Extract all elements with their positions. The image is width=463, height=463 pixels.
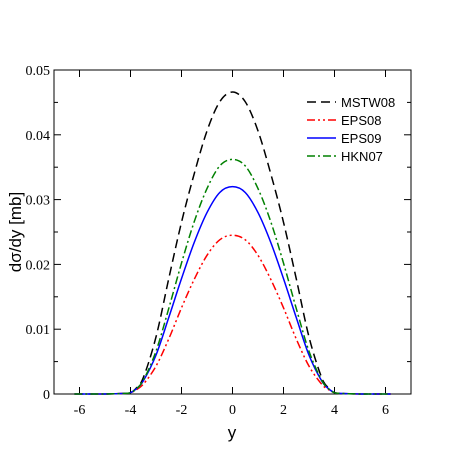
x-tick-label: -6 [74,403,86,418]
x-tick-label: 6 [382,403,389,418]
y-tick-label: 0.02 [26,258,51,273]
series-line-eps08 [74,234,391,395]
y-tick-label: 0 [43,388,50,403]
x-axis-label: y [228,423,237,442]
legend-label-mstw08: MSTW08 [341,95,395,110]
y-axis-label: dσ/dy [mb] [6,192,25,272]
x-tick-label: 0 [229,403,236,418]
x-tick-label: -2 [176,403,188,418]
legend-label-hkn07: HKN07 [341,149,383,164]
y-tick-label: 0.04 [26,129,51,144]
legend-label-eps08: EPS08 [341,113,381,128]
x-axis-ticks: -6 -4 -2 0 2 4 6 [74,70,389,418]
x-tick-label: 2 [280,403,287,418]
series-line-hkn07 [74,158,391,395]
y-tick-label: 0.05 [26,64,51,79]
legend-label-eps09: EPS09 [341,131,381,146]
series-line-eps09 [74,185,391,395]
y-tick-label: 0.01 [26,323,51,338]
x-tick-label: -4 [125,403,137,418]
legend: MSTW08 EPS08 EPS09 HKN07 [307,95,395,164]
y-tick-label: 0.03 [26,194,51,209]
y-axis-ticks: 0 0.01 0.02 0.03 0.04 0.05 [26,64,411,403]
x-tick-label: 4 [331,403,338,418]
series-lines [74,91,391,395]
